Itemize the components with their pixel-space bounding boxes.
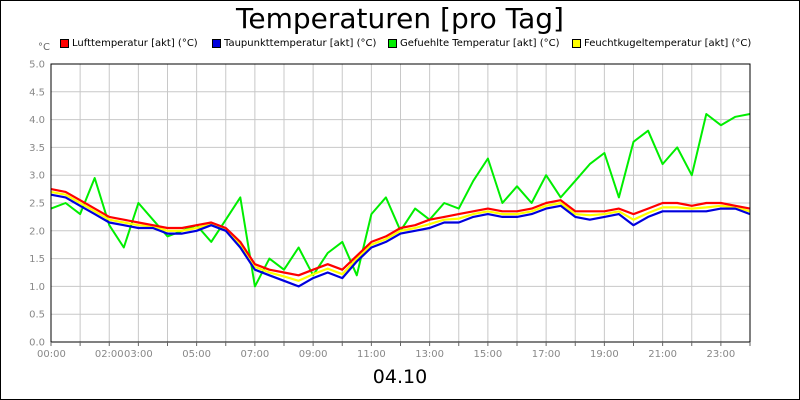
legend-swatch-lufttemperatur [60, 39, 69, 48]
y-tick-label: 4.0 [29, 115, 45, 126]
legend-item-taupunkttemperatur: Taupunkttemperatur [akt] (°C) [212, 38, 376, 49]
grid-lines [50, 63, 751, 343]
y-tick-label: 0.5 [29, 310, 45, 321]
x-tick-label: 21:00 [648, 349, 677, 360]
y-axis-ticks: 0.0 0.5 1.0 1.5 2.0 2.5 3.0 3.5 4.0 4.5 5.0 [29, 60, 45, 349]
y-tick-label: 1.5 [29, 254, 45, 265]
date-label: 04.10 [372, 366, 428, 388]
legend-label-taupunkttemperatur: Taupunkttemperatur [akt] (°C) [224, 38, 377, 49]
y-tick-label: 5.0 [29, 60, 45, 71]
legend-label-lufttemperatur: Lufttemperatur [akt] (°C) [72, 38, 198, 49]
x-tick-label: 07:00 [240, 349, 269, 360]
y-tick-label: 0.0 [29, 338, 45, 349]
x-tick-label: 02:00 [95, 349, 124, 360]
y-tick-label: 2.5 [29, 199, 45, 210]
legend-swatch-feuchtkugeltemperatur [572, 39, 581, 48]
legend-swatch-gefuehlte-temperatur [388, 39, 397, 48]
legend-label-feuchtkugeltemperatur: Feuchtkugeltemperatur [akt] (°C) [584, 38, 752, 49]
x-tick-label: 09:00 [299, 349, 328, 360]
y-tick-label: 1.0 [29, 282, 45, 293]
y-tick-label: 2.0 [29, 226, 45, 237]
legend-item-lufttemperatur: Lufttemperatur [akt] (°C) [60, 38, 198, 49]
y-tick-label: 3.5 [29, 143, 45, 154]
y-unit-label: °C [38, 42, 50, 53]
x-tick-label: 23:00 [706, 349, 735, 360]
x-tick-label: 03:00 [124, 349, 153, 360]
legend-label-gefuehlte-temperatur: Gefuehlte Temperatur [akt] (°C) [400, 38, 560, 49]
y-tick-label: 4.5 [29, 87, 45, 98]
x-tick-label: 19:00 [590, 349, 619, 360]
x-tick-label: 05:00 [182, 349, 211, 360]
x-tick-label: 17:00 [532, 349, 561, 360]
legend-swatch-taupunkttemperatur [212, 39, 221, 48]
series-lines [50, 113, 751, 288]
chart-title: Temperaturen [pro Tag] [236, 2, 564, 35]
legend-item-feuchtkugeltemperatur: Feuchtkugeltemperatur [akt] (°C) [572, 38, 751, 49]
x-axis-ticks: 00:00 02:00 03:00 05:00 07:00 09:00 11:00 13:00… [37, 342, 751, 360]
series-line-feuchtkugeltemperatur [50, 190, 751, 282]
x-tick-label: 13:00 [415, 349, 444, 360]
series-line-taupunkttemperatur [50, 193, 751, 288]
y-tick-label: 3.0 [29, 171, 45, 182]
x-tick-label: 11:00 [357, 349, 386, 360]
legend-item-gefuehlte-temperatur: Gefuehlte Temperatur [akt] (°C) [388, 38, 559, 49]
x-tick-label: 00:00 [37, 349, 66, 360]
series-line-lufttemperatur [50, 188, 751, 277]
x-tick-label: 15:00 [473, 349, 502, 360]
